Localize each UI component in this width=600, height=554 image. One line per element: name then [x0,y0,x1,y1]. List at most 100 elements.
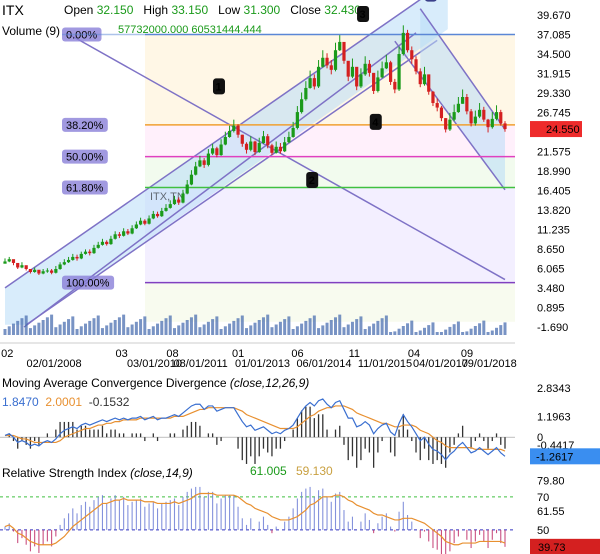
x-axis-tick: 01 [232,348,244,360]
volume-bar [427,325,431,335]
volume-bar [20,318,24,335]
macd-tag-bg [530,448,600,465]
volume-bar [92,318,96,335]
signal-line [5,405,506,452]
candle-body [312,78,316,87]
candle-body [202,160,206,165]
uptrend-channel-fill [5,0,448,325]
candle-body [388,62,393,82]
volume-bar [393,331,397,335]
candle-body [147,218,151,224]
candle-body [155,213,160,217]
candle-body [266,136,270,146]
volume-bar [130,324,134,335]
candle-body [28,268,33,273]
price-axis-tick: 6.065 [537,264,565,276]
volume-bar [240,315,244,335]
candle-body [261,136,266,144]
close-value: 32.430 [324,3,361,17]
volume-bar [160,320,164,335]
rsi-params: (close,14,9) [130,466,193,480]
candle-body [359,74,363,87]
candle-body [88,251,92,254]
candle-body [376,77,380,91]
candle-body [96,244,100,248]
volume-bar [96,315,100,335]
volume-bar [325,322,329,335]
volume-bar [164,318,168,335]
candle-body [16,262,20,268]
candle-body [109,238,113,245]
x-axis-tick: 09/01/2018 [462,358,517,370]
volume-bar [139,319,143,335]
volume-bar [346,324,350,335]
candle-body [384,62,388,69]
rsi-axis-tick: 61.55 [537,506,565,518]
x-axis-tick: 03/01/2010 [127,358,182,370]
volume-bar [194,314,198,335]
volume-bar [274,324,278,335]
volume-bar [266,314,270,335]
candle-body [126,231,130,234]
candle-body [151,213,155,219]
candle-body [11,259,16,263]
high-value: 33.150 [171,3,209,17]
volume-bar [100,328,104,335]
volume-bar [486,332,490,335]
volume-bar [79,326,83,335]
candle-body [54,268,58,273]
volume-bar [452,324,456,335]
candle-body [372,72,376,91]
volume-bar [253,322,257,335]
candle-body [452,112,456,120]
volume-bar [185,320,189,335]
candle-body [287,136,291,143]
candle-body [66,259,71,263]
volume-bar [312,315,316,335]
x-axis-tick: 08 [166,348,178,360]
wave-label-bg-1 [212,78,225,95]
candle-body [274,146,278,153]
volume-bar [134,321,138,335]
volume-bar [245,328,249,335]
candle-body [461,96,465,104]
volume-bar [431,322,435,335]
watermark: ITX,TN [150,191,185,203]
fib-label-bg-3 [62,180,108,195]
candle-body [160,210,164,217]
volume-bar [151,326,155,335]
volume-bar [367,326,371,335]
candle-body [482,109,486,120]
volume-values: 57732000.000 60531444.444 [118,24,262,36]
candle-body [58,264,62,269]
volume-bar [219,329,223,335]
volume-bar [257,320,261,335]
candle-body [300,99,304,113]
volume-bar [177,325,181,335]
fib-label-2: 50.00% [66,152,104,164]
candle-body [253,141,257,153]
candle-body [283,142,287,152]
price-axis-tick: 13.820 [537,205,571,217]
macd-current: 1.8470 [2,395,39,409]
chart-header: ITX [2,2,24,18]
candle-body [7,259,11,262]
x-axis-tick: 06 [291,348,303,360]
volume-bar [236,318,240,335]
volume-bar [54,327,58,335]
volume-bar [198,327,202,335]
price-axis-tick: 8.650 [537,244,565,256]
candle-body [143,220,147,224]
candle-body [33,269,37,273]
rsi-annot-2: 59.130 [296,464,333,478]
volume-bar [482,320,486,335]
macd-axis-tick: 1.1963 [537,411,571,423]
volume-bar [84,323,88,335]
price-tag: 24.550 [546,124,580,136]
rsi-annot-1: 61.005 [250,464,287,478]
candle-body [325,57,329,66]
candle-body [105,241,109,245]
fib-label-4: 100.00% [66,278,110,290]
price-axis-tick: 26.745 [537,108,571,120]
